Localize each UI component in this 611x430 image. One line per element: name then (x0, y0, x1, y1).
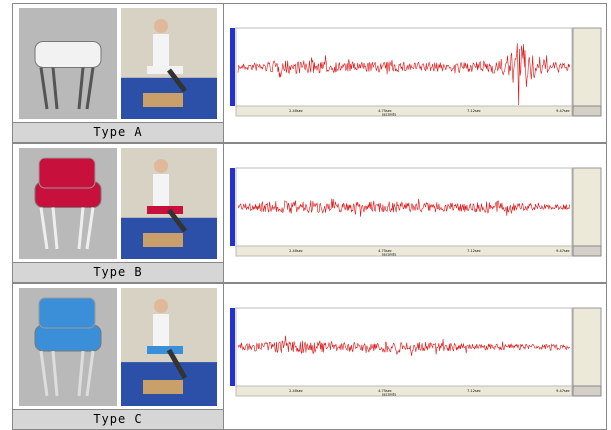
step-box (143, 93, 183, 107)
time-tick-label: 7.12sec (467, 389, 481, 393)
photos (13, 284, 223, 410)
photos (13, 4, 223, 123)
figure: Type A2.40sec4.75sec7.12sec9.47secsecond… (0, 0, 611, 430)
time-tick-label: 9.47sec (556, 109, 570, 113)
head (154, 19, 168, 33)
photos (13, 144, 223, 263)
time-tick-label: 2.40sec (289, 389, 303, 393)
caption: Type C (13, 409, 223, 429)
plot-area (236, 28, 572, 106)
step-box (143, 380, 183, 394)
time-axis (236, 246, 572, 256)
seat (147, 206, 183, 214)
time-tick-label: 7.12sec (467, 109, 481, 113)
head (154, 299, 168, 313)
channel-bar (230, 308, 235, 386)
buttons (573, 106, 601, 116)
time-tick-label: 9.47sec (556, 389, 570, 393)
time-axis-unit: seconds (382, 113, 396, 117)
time-tick-label: 9.47sec (556, 249, 570, 253)
buttons (573, 246, 601, 256)
seat (147, 346, 183, 354)
scale-panel (573, 28, 601, 106)
plot-area (236, 308, 572, 386)
torso (153, 34, 169, 68)
photo-cell: Type B (13, 144, 224, 282)
time-axis-unit: seconds (382, 393, 396, 397)
head (154, 159, 168, 173)
seat (147, 66, 183, 74)
photo-cell: Type A (13, 4, 224, 142)
time-axis-unit: seconds (382, 253, 396, 257)
time-tick-label: 2.40sec (289, 249, 303, 253)
time-axis (236, 106, 572, 116)
torso (153, 314, 169, 348)
scale-panel (573, 168, 601, 246)
caption: Type A (13, 122, 223, 142)
caption: Type B (13, 262, 223, 282)
scale-panel (573, 308, 601, 386)
channel-bar (230, 28, 235, 106)
chair-back (39, 298, 95, 328)
chair-seat (35, 325, 101, 351)
time-tick-label: 2.40sec (289, 109, 303, 113)
photo-cell: Type C (13, 284, 224, 429)
time-tick-label: 7.12sec (467, 249, 481, 253)
torso (153, 174, 169, 208)
step-box (143, 233, 183, 247)
channel-bar (230, 168, 235, 246)
time-axis (236, 386, 572, 396)
chair-seat (35, 42, 101, 68)
chair-back (39, 158, 95, 188)
buttons (573, 386, 601, 396)
